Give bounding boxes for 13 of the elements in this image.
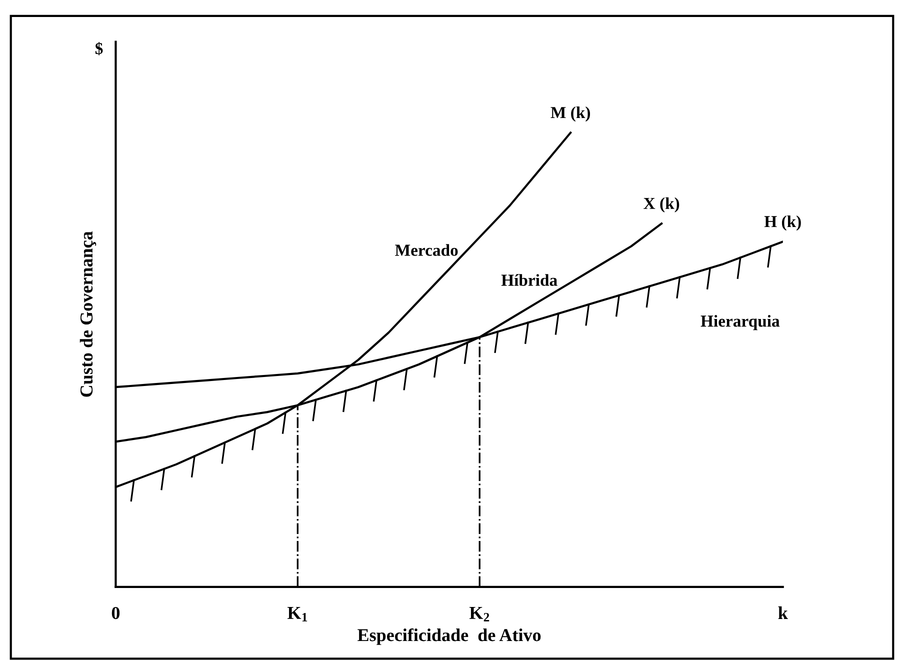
series-label: H (k) (764, 215, 801, 231)
annotation: Mercado (395, 244, 458, 256)
x-tick-label: K$_{1}$ (288, 607, 308, 622)
x-tick-label: 0 (112, 606, 120, 620)
text: $ (95, 42, 103, 56)
x-tick-label: K$_{2}$ (469, 607, 490, 622)
x-axis-title: Especificidade de Ativo (358, 628, 541, 645)
series-label: M (k) (550, 106, 590, 122)
y-axis-title: Custo de Governança (80, 231, 96, 397)
x-tick-label: k (778, 606, 788, 619)
annotation: Híbrida (501, 274, 558, 286)
annotation: Hierarquia (700, 315, 780, 330)
series-label: X (k) (644, 197, 680, 212)
